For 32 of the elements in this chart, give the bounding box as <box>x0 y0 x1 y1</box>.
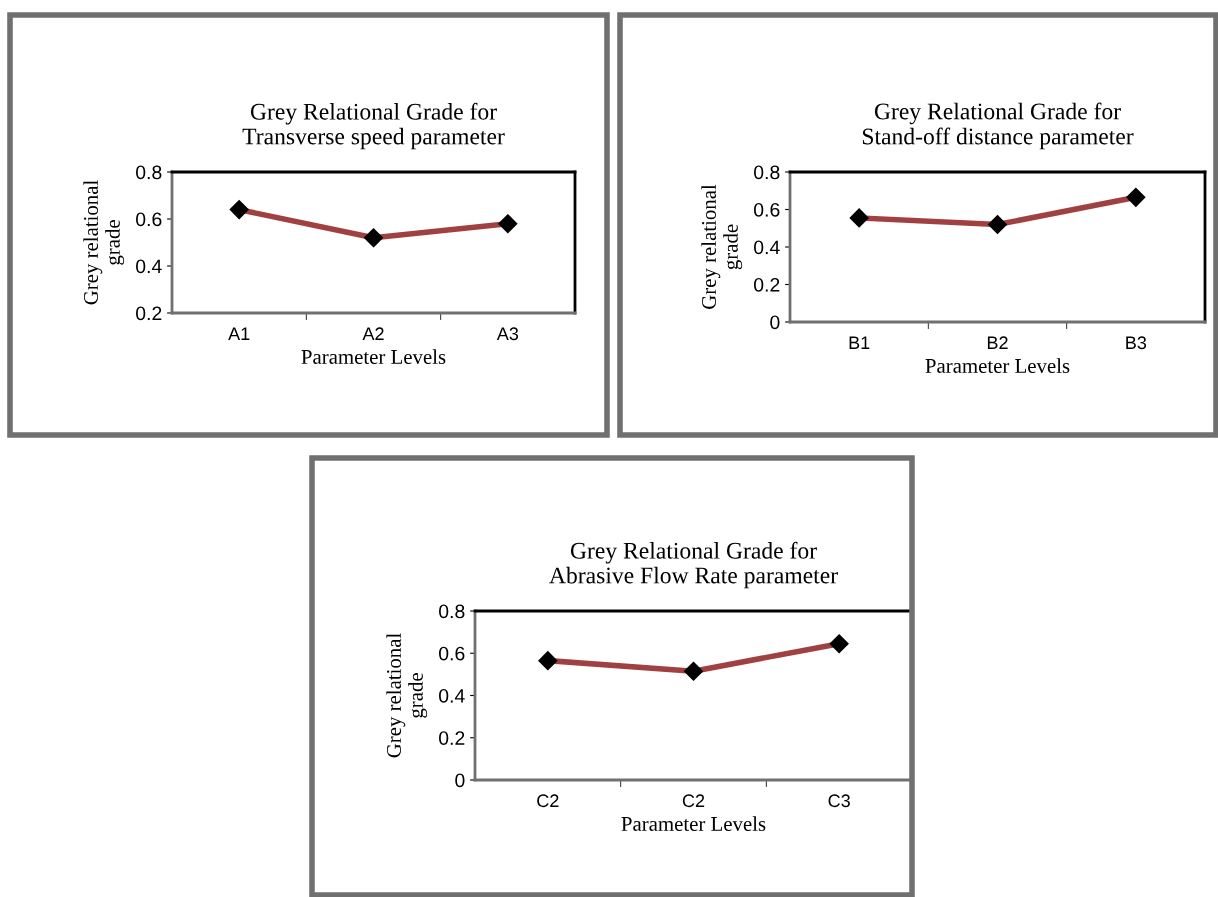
y-tick-label: 0.8 <box>439 604 465 619</box>
x-tick-label: A3 <box>496 327 519 341</box>
x-tick-label: B2 <box>987 336 1008 349</box>
y-tick-label: 0.4 <box>136 259 162 274</box>
y-tick-label: 0 <box>455 773 465 788</box>
x-tick-label: C2 <box>682 794 705 808</box>
x-tick-label: B1 <box>849 336 870 349</box>
y-tick-label: 0.6 <box>136 212 162 227</box>
x-axis-title: Parameter Levels <box>925 358 1070 373</box>
y-tick-label: 0.6 <box>439 646 465 661</box>
y-tick-label: 0.4 <box>754 240 780 255</box>
y-tick-label: 0 <box>770 315 780 330</box>
x-tick-label: C2 <box>537 794 559 808</box>
y-axis-title: Grey relational grade <box>701 184 743 309</box>
chart-title: Grey Relational Grade for Transverse speed parameter <box>242 102 505 150</box>
y-axis-title: Grey relational grade <box>386 633 428 758</box>
y-tick-label: 0.2 <box>754 277 780 292</box>
x-tick-label: A1 <box>228 327 250 340</box>
y-tick-label: 0.2 <box>136 306 162 321</box>
chart-title: Grey Relational Grade for Abrasive Flow Rate parameter <box>549 541 838 589</box>
y-axis-title: Grey relational grade <box>83 180 125 305</box>
y-tick-label: 0.4 <box>439 688 465 703</box>
chart-title: Grey Relational Grade for Stand-off distance parameter <box>862 102 1134 150</box>
y-tick-label: 0.2 <box>439 731 465 745</box>
x-tick-label: B3 <box>1126 336 1147 350</box>
x-tick-label: C3 <box>828 794 850 808</box>
y-tick-label: 0.6 <box>754 202 780 217</box>
x-axis-title: Parameter Levels <box>621 816 766 831</box>
x-axis-title: Parameter Levels <box>301 349 446 364</box>
y-tick-label: 0.8 <box>754 165 780 180</box>
x-tick-label: A2 <box>362 327 384 340</box>
y-tick-label: 0.8 <box>136 165 162 180</box>
